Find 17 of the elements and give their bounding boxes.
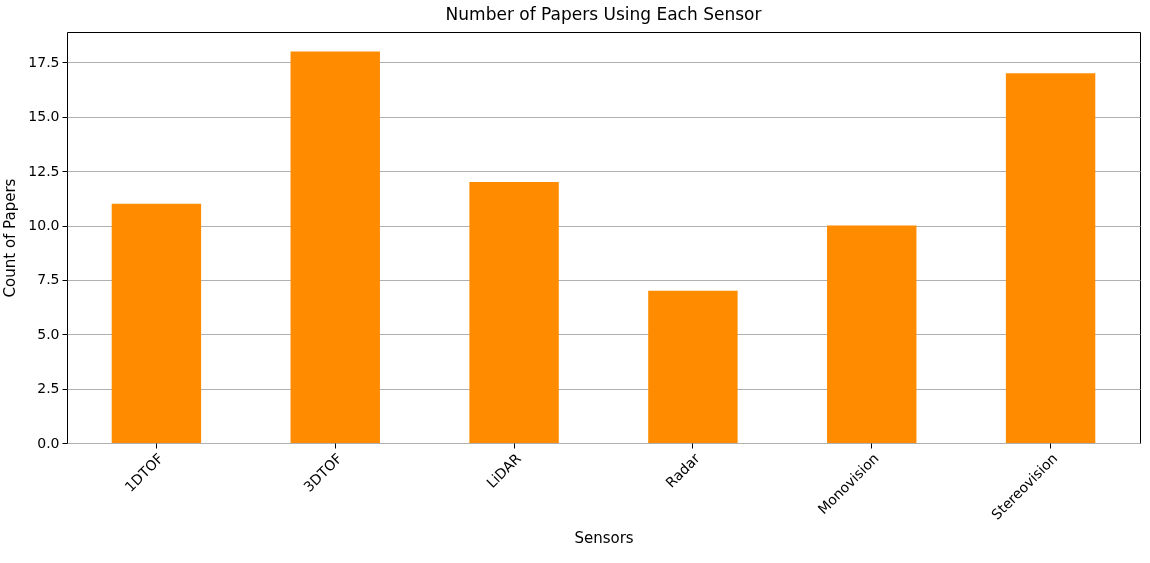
y-tick-label: 17.5	[28, 53, 60, 70]
bar	[111, 203, 202, 443]
bar	[827, 225, 917, 443]
y-tick-label: 2.5	[37, 380, 60, 397]
y-tick-label: 0.0	[37, 434, 60, 451]
y-tick-label: 5.0	[37, 325, 60, 342]
bar	[648, 290, 738, 443]
bar	[1005, 73, 1096, 443]
chart-title: Number of Papers Using Each Sensor	[445, 4, 762, 24]
y-tick-label: 15.0	[28, 108, 60, 125]
y-axis-title: Count of Papers	[1, 178, 20, 298]
y-tick-label: 10.0	[28, 217, 60, 234]
y-tick-label: 12.5	[28, 162, 60, 179]
y-tick-label: 7.5	[37, 271, 60, 288]
bar	[290, 51, 380, 443]
bar	[469, 182, 559, 443]
x-axis-title: Sensors	[574, 528, 634, 547]
